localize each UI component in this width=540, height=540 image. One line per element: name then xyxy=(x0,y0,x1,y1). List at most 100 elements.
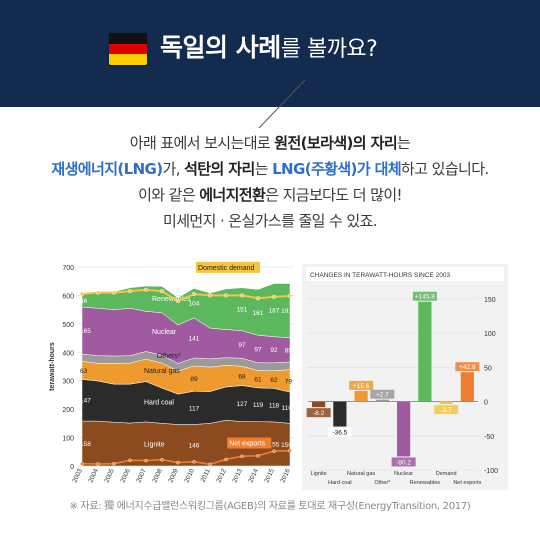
bar-value-label: +2.7 xyxy=(376,392,389,399)
net-exports-line xyxy=(81,449,291,466)
bar-label-box xyxy=(327,427,352,437)
net-exports-point xyxy=(208,462,212,467)
net-exports-point xyxy=(224,457,228,462)
net-exports-point xyxy=(96,462,100,466)
flag-stripe-black xyxy=(109,33,147,44)
value-label: 151 xyxy=(237,307,248,314)
net-exports-label: Net exports xyxy=(229,441,265,448)
y-tick-label: 400 xyxy=(62,350,74,357)
value-label: 127 xyxy=(237,401,248,408)
series-label: Nuclear xyxy=(152,329,177,336)
x-tick-label: 2005 xyxy=(103,468,116,484)
value-label: 92 xyxy=(270,347,278,354)
y-tick-label: 300 xyxy=(62,379,74,386)
bar-label-box xyxy=(349,380,374,390)
series-label: Hard coal xyxy=(144,399,174,406)
category-label: Hard coal xyxy=(328,480,352,486)
value-label: 68 xyxy=(238,373,246,380)
source-note: ※ 자료: 獨 에너지수급밸런스워킹그룹(AGEB)의 자료를 토대로 재구성(… xyxy=(69,501,471,512)
bar-lignite xyxy=(312,401,326,408)
category-label: Natural gas xyxy=(347,471,375,477)
domestic-demand-point xyxy=(95,290,101,295)
domestic-demand-point xyxy=(79,291,85,297)
bar-label-box xyxy=(412,291,437,301)
y-tick-label: 500 xyxy=(62,322,74,329)
domestic-demand-label: Domestic demand xyxy=(198,265,255,272)
y-tick-label: -100 xyxy=(484,468,498,475)
x-tick-label: 2007 xyxy=(135,468,148,484)
value-label: 85 xyxy=(285,347,293,354)
value-label: 62 xyxy=(270,377,278,384)
value-label: 117 xyxy=(189,405,200,412)
changes-bar-chart: CHANGES IN TERAWATT-HOURS SINCE 2003 -100… xyxy=(306,267,504,486)
y-tick-label: 700 xyxy=(62,265,74,272)
generation-area-chart: 0 100 200 300 400 500 600 700 terawatt-hours 46 10… xyxy=(49,261,294,484)
x-tick-label: 2013 xyxy=(231,468,244,484)
value-label: 89 xyxy=(190,376,198,383)
category-label: Other* xyxy=(374,480,391,486)
domestic-demand-point xyxy=(143,287,149,292)
net-exports-point xyxy=(160,457,164,462)
net-exports-point xyxy=(272,449,276,454)
domestic-demand-point xyxy=(271,294,277,299)
x-tick-label: 2008 xyxy=(151,468,164,484)
x-tick-label: 2011 xyxy=(200,468,212,484)
flag-stripe-gold xyxy=(109,54,147,65)
y-tick-label: 0 xyxy=(70,464,74,471)
y-tick-label: 0 xyxy=(484,400,488,407)
bar-renewables xyxy=(418,301,432,402)
bar-label-box xyxy=(434,405,459,415)
value-label: 63 xyxy=(80,368,88,375)
bar-natural-gas xyxy=(354,390,368,402)
bar-label-box xyxy=(370,389,395,399)
domestic-demand-point xyxy=(223,293,229,298)
x-tick-label: 2012 xyxy=(215,468,228,484)
value-label: 150 xyxy=(281,442,292,449)
bar-value-label: +42.9 xyxy=(459,364,476,371)
y-axis-label: terawatt-hours xyxy=(49,342,56,391)
domestic-demand-point xyxy=(255,296,261,301)
x-tick-label: 2014 xyxy=(247,468,260,484)
bar-value-label: -36.5 xyxy=(332,430,347,437)
description-line-1: 아래 표에서 보시는대로 원전(보라색)의 자리는 xyxy=(129,134,411,152)
bar-value-label: -3.7 xyxy=(441,407,453,414)
series-label: Renewables xyxy=(152,296,191,303)
bar-other- xyxy=(375,399,389,402)
chart-title: CHANGES IN TERAWATT-HOURS SINCE 2003 xyxy=(310,272,451,279)
description: 아래 표에서 보시는대로 원전(보라색)의 자리는 재생에너지(LNG)가, 석… xyxy=(0,130,540,234)
net-exports-point xyxy=(128,458,132,463)
value-label: 61 xyxy=(254,377,262,384)
bar-value-label: +145.8 xyxy=(415,294,435,301)
bar-label-box xyxy=(306,408,331,418)
x-tick-label: 2015 xyxy=(263,468,276,484)
bar-hard-coal xyxy=(333,401,347,427)
domestic-demand-point xyxy=(191,291,197,297)
value-label: 97 xyxy=(254,347,262,354)
domestic-demand-point xyxy=(175,299,181,304)
category-label: Lignite xyxy=(311,471,327,477)
domestic-demand-label-box xyxy=(196,261,260,273)
bar-label-box xyxy=(455,362,480,372)
domestic-demand-point xyxy=(287,293,293,299)
value-label: 191 xyxy=(281,308,292,315)
category-label: Net exports xyxy=(453,480,481,486)
y-tick-label: 100 xyxy=(484,331,496,338)
value-label: 97 xyxy=(238,342,246,349)
category-label: Nuclear xyxy=(394,471,413,477)
y-tick-label: 200 xyxy=(62,407,74,414)
germany-flag-icon xyxy=(109,33,147,65)
value-label: 155 xyxy=(269,441,280,448)
series-label: Natural gas xyxy=(144,368,180,375)
value-label: 146 xyxy=(189,443,200,450)
y-tick-label: 50 xyxy=(484,365,492,372)
value-label: 104 xyxy=(189,301,200,308)
title-suffix: 를 볼까요? xyxy=(280,37,378,62)
bar-value-label: -80.2 xyxy=(396,459,411,466)
bar-nuclear xyxy=(397,401,411,457)
y-tick-label: 100 xyxy=(62,436,74,443)
value-label: 147 xyxy=(80,398,91,405)
title-bold: 독일의 사례 xyxy=(160,33,281,62)
value-label: 187 xyxy=(269,308,280,315)
header-banner: 독일의 사례를 볼까요? xyxy=(0,0,540,107)
category-label: Demand xyxy=(436,471,457,477)
